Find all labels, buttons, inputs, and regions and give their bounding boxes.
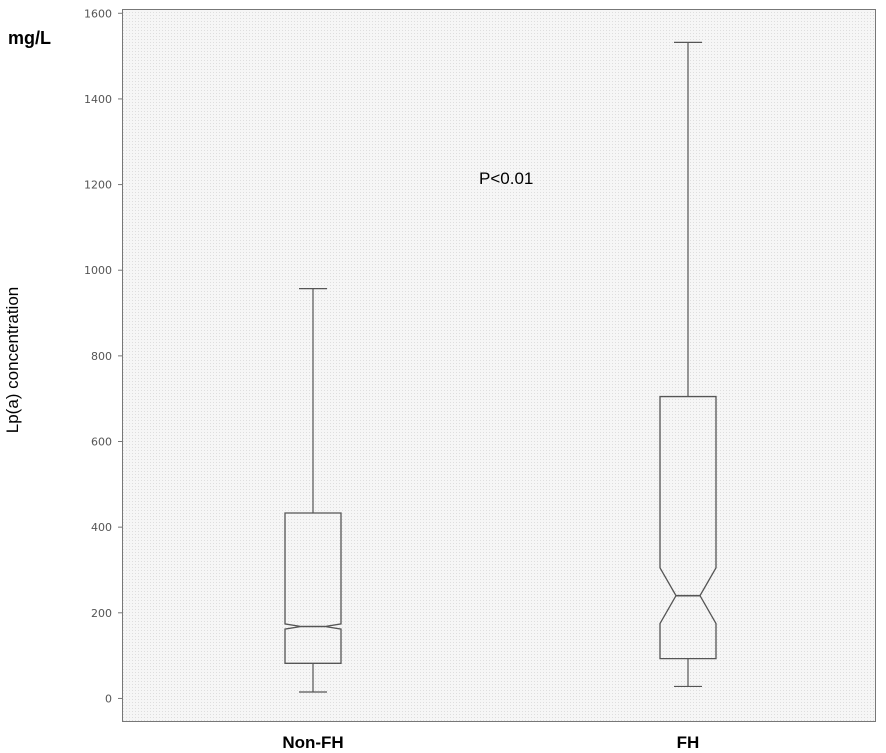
y-tick-label: 1600 <box>84 7 112 20</box>
plot-frame <box>122 9 876 722</box>
y-tick-label: 600 <box>91 436 112 449</box>
x-axis-labels: Non-FH FH <box>282 733 699 752</box>
y-tick-label: 400 <box>91 521 112 534</box>
y-axis-title: Lp(a) concentration <box>3 287 22 433</box>
y-tick-label: 200 <box>91 607 112 620</box>
p-value-annotation: P<0.01 <box>479 169 533 188</box>
y-tick-label: 1200 <box>84 179 112 192</box>
plot-area-background <box>122 9 876 722</box>
box-fh <box>659 41 717 688</box>
boxes <box>284 41 717 693</box>
box-body <box>284 512 342 664</box>
y-axis-ticks: 0 200 400 600 800 1000 1200 1400 1600 <box>84 7 122 705</box>
y-tick-label: 1400 <box>84 93 112 106</box>
x-category-label: FH <box>677 733 700 752</box>
y-tick-label: 800 <box>91 350 112 363</box>
box-body <box>659 395 717 660</box>
x-category-label: Non-FH <box>282 733 343 752</box>
box-non-fh <box>284 288 342 693</box>
unit-label: mg/L <box>8 28 51 48</box>
y-tick-label: 1000 <box>84 264 112 277</box>
y-tick-label: 0 <box>105 692 112 705</box>
